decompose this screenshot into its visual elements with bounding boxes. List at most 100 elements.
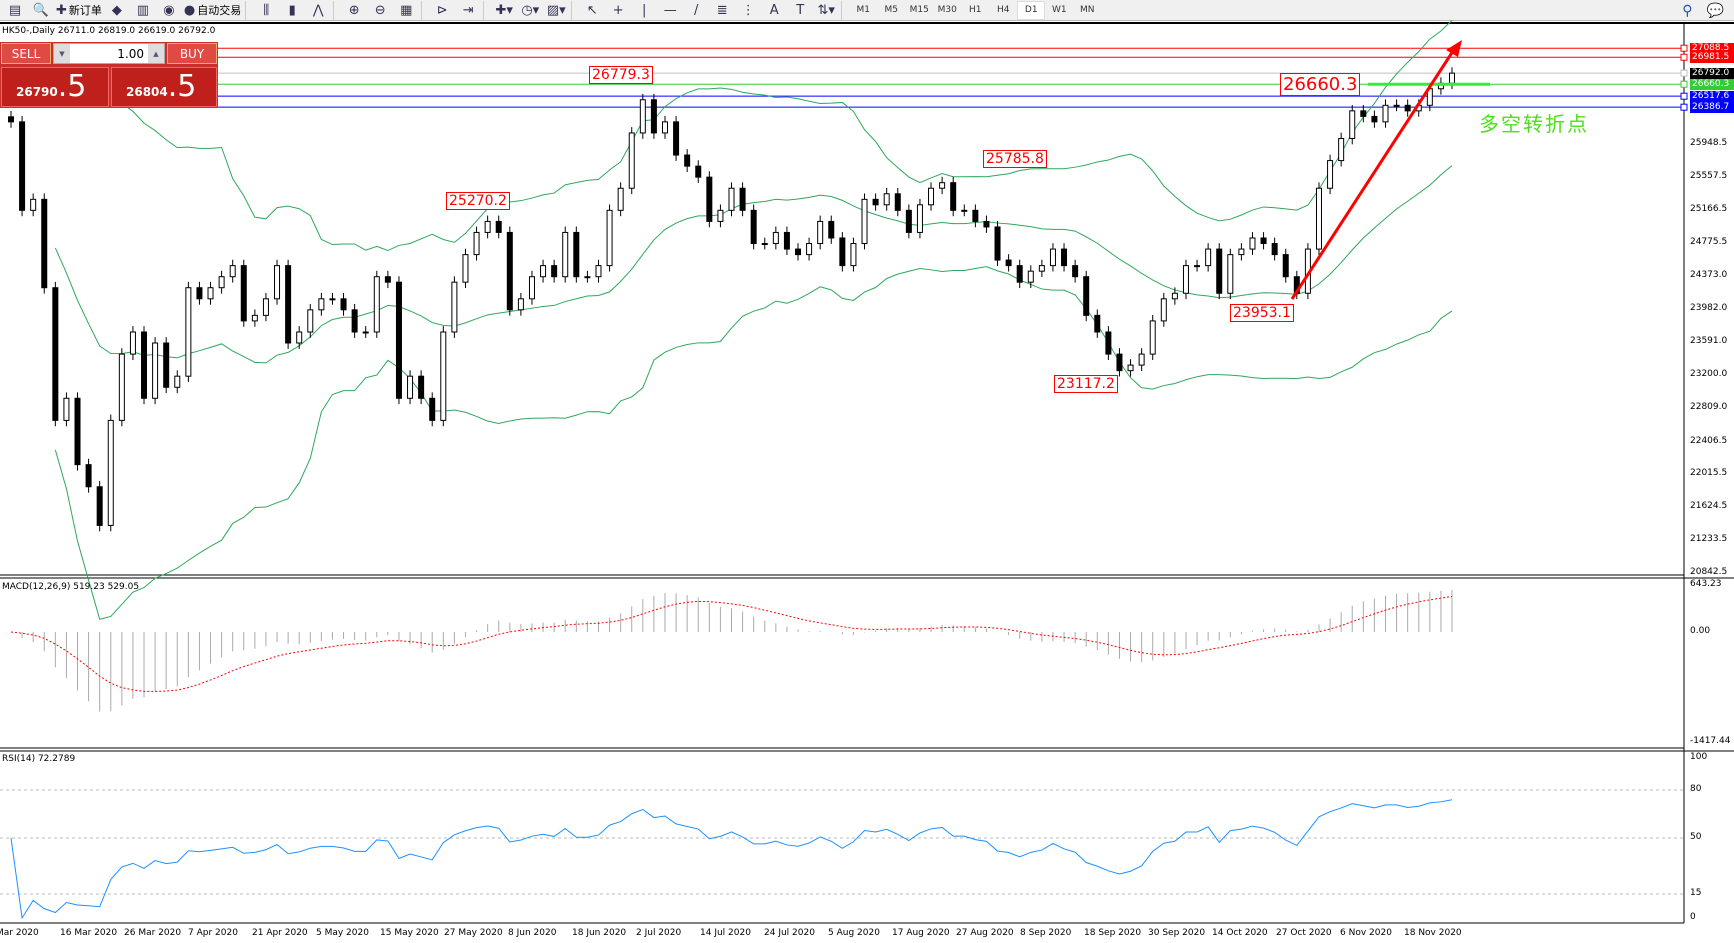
candle [307, 309, 314, 333]
candle [1138, 353, 1145, 366]
timeframe-m15[interactable]: M15 [909, 5, 929, 15]
crosshair-button[interactable]: + [605, 1, 631, 20]
timeframe-mn[interactable]: MN [1080, 5, 1095, 15]
candle [74, 397, 81, 466]
cursor-button[interactable]: ↖ [579, 1, 605, 20]
timeframe-m30[interactable]: M30 [937, 5, 957, 15]
candle [163, 342, 170, 388]
zoom-in-button[interactable]: ⊕ [341, 1, 367, 20]
level-marker [1680, 103, 1688, 111]
chart-header: HK50-,Daily 26711.0 26819.0 26619.0 2679… [2, 26, 216, 36]
text-label-button[interactable]: T [787, 1, 813, 20]
candle [240, 265, 247, 322]
timeframe-m5[interactable]: M5 [884, 5, 899, 15]
candle [1083, 276, 1090, 316]
candle [52, 287, 59, 421]
buy-button[interactable]: BUY [167, 43, 217, 64]
buy-price[interactable]: 26804 .5 [111, 67, 217, 107]
templates-button[interactable]: ▨▾ [543, 1, 569, 20]
annotation-pivot[interactable]: 26660.3 [1280, 73, 1361, 96]
candle [1038, 265, 1045, 272]
candle [196, 287, 203, 300]
horizontal-line-button[interactable]: — [657, 1, 683, 20]
vertical-line-button[interactable]: | [631, 1, 657, 20]
candle [85, 464, 92, 488]
annotation-sep-low[interactable]: 23117.2 [1054, 375, 1118, 393]
annotation-high-jul[interactable]: 26779.3 [589, 66, 653, 84]
timeframe-d1[interactable]: D1 [1017, 0, 1046, 20]
fibo-expansion-button[interactable]: ⋮ [735, 1, 761, 20]
tile-windows-button[interactable]: ▦ [393, 1, 419, 20]
chat-icon[interactable]: 💬 [1706, 2, 1724, 19]
bollinger-upper [54, 19, 1453, 252]
price-axis-label: 22015.5 [1690, 468, 1728, 479]
chart-shift-button[interactable]: ⇥ [455, 1, 481, 20]
annotation-oct-low[interactable]: 23953.1 [1230, 304, 1294, 322]
sell-price-main: 26790 [16, 85, 58, 99]
sell-button[interactable]: SELL [1, 43, 51, 64]
auto-trading-button[interactable]: ● 自动交易 [182, 1, 243, 20]
candle [1182, 265, 1189, 294]
new-chart-button[interactable]: ▤ [2, 1, 28, 20]
annotation-apr-level[interactable]: 25270.2 [446, 192, 510, 210]
candle [695, 165, 702, 178]
sell-price[interactable]: 26790 .5 [1, 67, 109, 107]
line-chart-button[interactable]: ⋀ [305, 1, 331, 20]
arrows-button[interactable]: ⇅▾ [813, 1, 839, 20]
fibo-expansion-icon: ⋮ [741, 2, 755, 18]
date-label: 2 Jul 2020 [636, 928, 682, 938]
periods-icon: ◷▾ [521, 2, 540, 18]
auto-trading-icon: ● [183, 2, 196, 18]
price-axis-label: 24775.5 [1690, 236, 1728, 247]
candle [1160, 298, 1167, 322]
market-watch-button[interactable]: ▥ [130, 1, 156, 20]
timeframe-m1[interactable]: M1 [856, 5, 871, 15]
toolbar-separator [333, 0, 339, 20]
price-axis-label: 22406.5 [1690, 435, 1728, 446]
price-axis-label: 21233.5 [1690, 534, 1728, 545]
candle [706, 176, 713, 222]
candle [1282, 254, 1289, 278]
candle [872, 198, 879, 206]
signals-button[interactable]: ◉ [156, 1, 182, 20]
zoom-out-button[interactable]: ⊖ [367, 1, 393, 20]
date-label: 27 Oct 2020 [1276, 928, 1332, 938]
periods-button[interactable]: ◷▾ [517, 1, 543, 20]
date-label: 15 May 2020 [380, 928, 439, 938]
candle [1171, 292, 1178, 300]
trend-arrow [1290, 47, 1457, 300]
trendline-button[interactable]: / [683, 1, 709, 20]
candle [1194, 265, 1201, 268]
price-tag: 26386.7 [1690, 102, 1734, 114]
indicators-button[interactable]: ✚▾ [491, 1, 517, 20]
text-button[interactable]: A [761, 1, 787, 20]
date-label: 7 Apr 2020 [188, 928, 238, 938]
price-tag: 26981.5 [1690, 52, 1734, 64]
lot-decrease-button[interactable]: ▼ [54, 44, 70, 63]
candle [395, 281, 402, 399]
timeframe-w1[interactable]: W1 [1051, 5, 1067, 15]
profiles-button[interactable]: 🔍 [28, 1, 54, 20]
lot-increase-button[interactable]: ▲ [148, 44, 164, 63]
metaeditor-button[interactable]: ◆ [104, 1, 130, 20]
pivot-note[interactable]: 多空转折点 [1479, 112, 1589, 136]
timeframe-h1[interactable]: H1 [969, 5, 982, 15]
candlestick-button[interactable]: ▮ [279, 1, 305, 20]
candle [340, 298, 347, 311]
new-order-button[interactable]: ✚ 新订单 [54, 1, 104, 20]
crosshair-icon: + [612, 2, 624, 18]
lot-size-input[interactable]: ▼ 1.00 ▲ [53, 43, 165, 64]
auto-scroll-button[interactable]: ⊳ [429, 1, 455, 20]
timeframe-h4[interactable]: H4 [997, 5, 1010, 15]
bar-chart-button[interactable]: ⫼ [253, 1, 279, 20]
trendline-icon: / [694, 2, 699, 18]
price-axis-label: 23591.0 [1690, 336, 1728, 347]
lot-value[interactable]: 1.00 [117, 46, 144, 61]
search-icon[interactable]: ⚲ [1682, 2, 1693, 19]
buy-price-pips: .5 [167, 69, 197, 104]
candle [1404, 104, 1411, 112]
one-click-trading-panel: SELL ▼ 1.00 ▲ BUY 26790 .5 26804 .5 [0, 42, 218, 108]
annotation-aug-level[interactable]: 25785.8 [983, 150, 1047, 168]
fibonacci-button[interactable]: ≣ [709, 1, 735, 20]
